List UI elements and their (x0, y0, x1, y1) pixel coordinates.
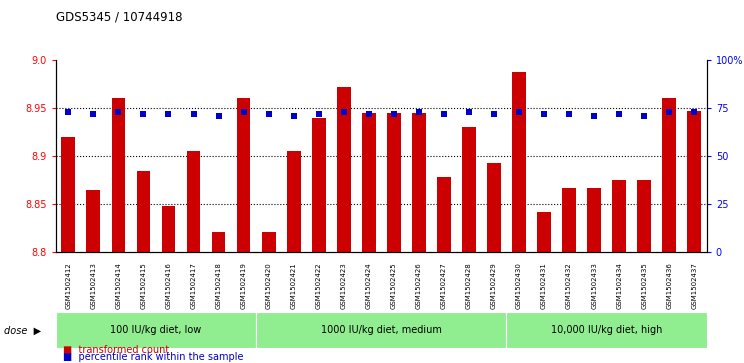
Bar (587, 188, 601, 252)
Text: ■  transformed count: ■ transformed count (63, 345, 170, 355)
Text: 1000 IU/kg diet, medium: 1000 IU/kg diet, medium (321, 325, 442, 335)
Bar (312, 118, 326, 252)
Point (563, 111, 575, 117)
Bar (86, 190, 100, 252)
Point (463, 109, 475, 115)
Point (87, 111, 99, 117)
Point (438, 111, 450, 117)
Point (338, 109, 350, 115)
Bar (687, 111, 701, 252)
Point (62, 109, 74, 115)
Bar (437, 177, 451, 252)
Bar (112, 98, 125, 252)
Bar (286, 151, 301, 252)
Bar (638, 180, 651, 252)
Bar (137, 171, 150, 252)
Bar (161, 206, 176, 252)
Text: 10,000 IU/kg diet, high: 10,000 IU/kg diet, high (551, 325, 662, 335)
Point (263, 111, 275, 117)
Point (613, 111, 625, 117)
Point (538, 111, 550, 117)
Point (138, 111, 150, 117)
Bar (562, 188, 576, 252)
Point (488, 111, 500, 117)
Bar (512, 72, 526, 252)
Point (589, 113, 600, 119)
Bar (662, 98, 676, 252)
Bar (337, 87, 350, 252)
Bar (362, 113, 376, 252)
Point (413, 109, 425, 115)
Bar (537, 212, 551, 252)
Bar (412, 113, 426, 252)
Bar (487, 163, 501, 252)
Bar (187, 151, 200, 252)
Point (187, 111, 199, 117)
Point (237, 109, 249, 115)
Point (664, 109, 676, 115)
Bar (262, 232, 275, 252)
Bar (237, 98, 251, 252)
Bar (211, 232, 225, 252)
Point (288, 113, 300, 119)
Point (112, 109, 124, 115)
Bar (612, 180, 626, 252)
Point (638, 113, 650, 119)
Point (312, 111, 324, 117)
Point (363, 111, 375, 117)
Text: ■  percentile rank within the sample: ■ percentile rank within the sample (63, 352, 244, 362)
Text: 100 IU/kg diet, low: 100 IU/kg diet, low (110, 325, 202, 335)
Point (513, 109, 525, 115)
Bar (462, 127, 476, 252)
Text: GDS5345 / 10744918: GDS5345 / 10744918 (56, 11, 182, 24)
Bar (387, 113, 401, 252)
Text: dose  ▶: dose ▶ (4, 325, 41, 335)
Point (388, 111, 400, 117)
Point (162, 111, 174, 117)
Point (688, 109, 700, 115)
Point (213, 113, 225, 119)
Bar (62, 137, 75, 252)
